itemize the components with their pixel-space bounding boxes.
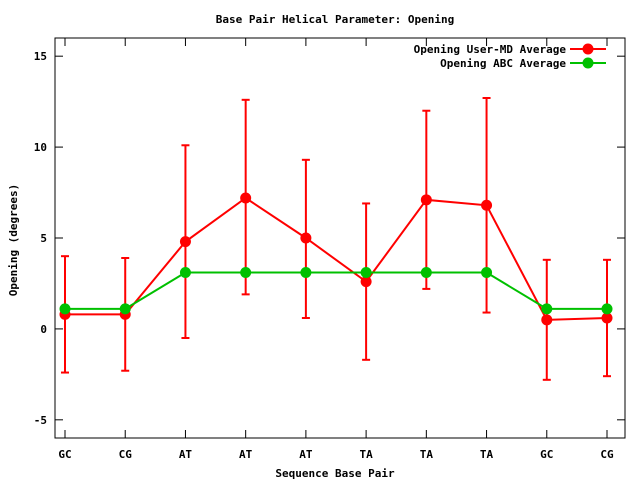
chart-title: Base Pair Helical Parameter: Opening [216,13,454,26]
x-tick-label: TA [420,448,434,461]
x-axis-label: Sequence Base Pair [275,467,395,480]
series-1 [59,97,613,381]
data-point [119,303,131,315]
data-point [240,192,252,204]
data-point [179,267,191,279]
data-point [59,303,71,315]
data-point [481,199,493,211]
data-point [420,194,432,206]
x-tick-label: AT [299,448,313,461]
data-point [300,232,312,244]
y-tick-label: -5 [34,414,47,427]
legend-marker [582,43,594,55]
data-point [240,267,252,279]
series-layer [59,97,613,381]
data-point [360,267,372,279]
data-point [420,267,432,279]
x-tick-label: AT [239,448,253,461]
data-point [360,276,372,288]
legend-marker [582,57,594,69]
x-tick-label: GC [58,448,71,461]
x-tick-label: CG [600,448,614,461]
data-point [481,267,493,279]
y-axis: -5 0 5 10 15 [34,50,625,427]
legend-label: Opening ABC Average [440,57,566,70]
data-point [601,312,613,324]
data-point [541,314,553,326]
data-point [541,303,553,315]
series-line [65,271,607,310]
data-point [300,267,312,279]
x-tick-label: TA [480,448,494,461]
x-tick-label: GC [540,448,553,461]
data-point [179,236,191,248]
x-tick-label: AT [179,448,193,461]
y-tick-label: 10 [34,141,47,154]
series-line [65,196,608,321]
legend-label: Opening User-MD Average [414,43,567,56]
plot-frame [54,37,626,439]
x-axis: GC CG AT AT AT TA TA TA GC CG [58,38,614,461]
x-tick-label: TA [359,448,373,461]
y-tick-label: 15 [34,50,47,63]
x-tick-label: CG [119,448,133,461]
y-axis-label: Opening (degrees) [7,184,20,297]
y-tick-label: 5 [40,232,47,245]
data-point [601,303,613,315]
y-tick-label: 0 [40,323,47,336]
series-2 [59,267,613,315]
